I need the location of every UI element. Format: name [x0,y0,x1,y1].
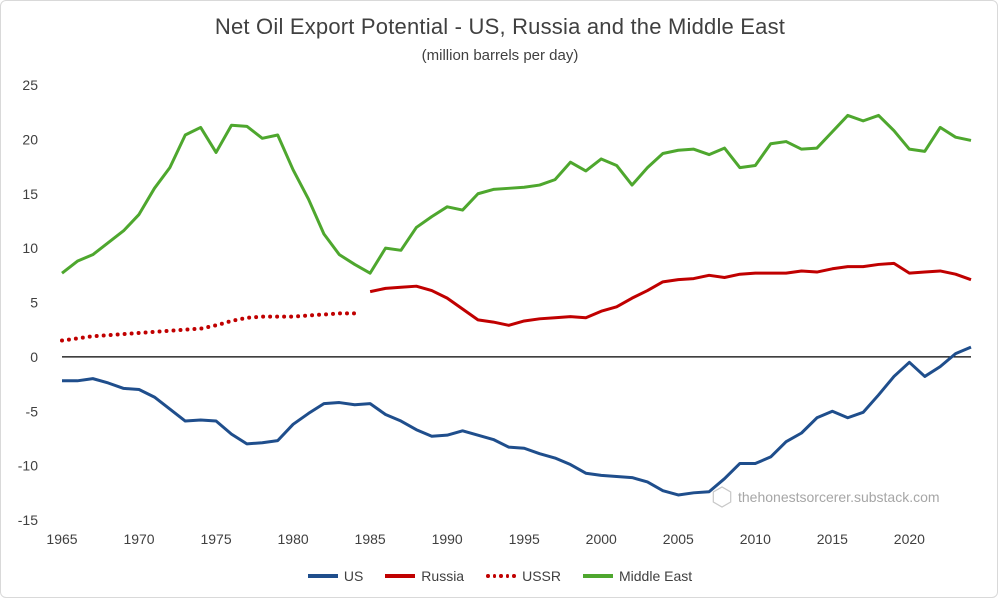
x-tick-label-2010: 2010 [740,531,771,547]
y-tick-label-5: 5 [30,295,38,311]
watermark-text: thehonestsorcerer.substack.com [738,489,940,505]
y-tick-label-0: 0 [30,349,38,365]
x-tick-label-2020: 2020 [894,531,925,547]
chart-subtitle: (million barrels per day) [421,47,579,64]
x-tick-label-1970: 1970 [123,531,154,547]
x-tick-label-2015: 2015 [817,531,848,547]
y-tick-label-20: 20 [22,131,38,147]
y-tick-label-15: 15 [22,186,38,202]
x-tick-label-1985: 1985 [355,531,386,547]
legend-swatch-middle-east [583,574,613,578]
series-line-us [62,345,972,497]
y-tick-label-25: 25 [22,77,38,93]
x-tick-label-1965: 1965 [46,531,77,547]
legend-item-middle-east: Middle East [583,568,692,584]
legend-swatch-us [307,574,338,578]
x-tick-label-1990: 1990 [432,531,463,547]
legend-label-us: US [343,568,364,584]
series-line-middle-east [61,113,972,275]
x-tick-label-1995: 1995 [509,531,540,547]
x-tick-label-1975: 1975 [200,531,231,547]
chart-title: Net Oil Export Potential - US, Russia an… [214,14,786,39]
series-line-ussr [60,311,357,343]
legend-item-russia: Russia [385,568,464,584]
legend-swatch-russia [385,574,416,578]
y-tick-label--10: -10 [18,458,38,474]
y-tick-label-10: 10 [22,240,38,256]
y-tick-label--15: -15 [18,512,38,528]
y-tick-label--5: -5 [26,403,39,419]
watermark-icon [712,486,732,508]
legend-swatch-ussr [486,574,517,578]
legend-item-ussr: USSR [486,568,561,584]
legend-item-us: US [307,568,364,584]
x-tick-label-2005: 2005 [663,531,694,547]
x-tick-label-1980: 1980 [278,531,309,547]
series-line-russia [369,261,972,327]
legend-label-russia: Russia [421,568,465,584]
x-tick-label-2000: 2000 [586,531,617,547]
legend-label-middle-east: Middle East [619,568,693,584]
legend-label-ussr: USSR [522,568,561,584]
legend: US Russia USSR Middle East [0,568,1000,584]
